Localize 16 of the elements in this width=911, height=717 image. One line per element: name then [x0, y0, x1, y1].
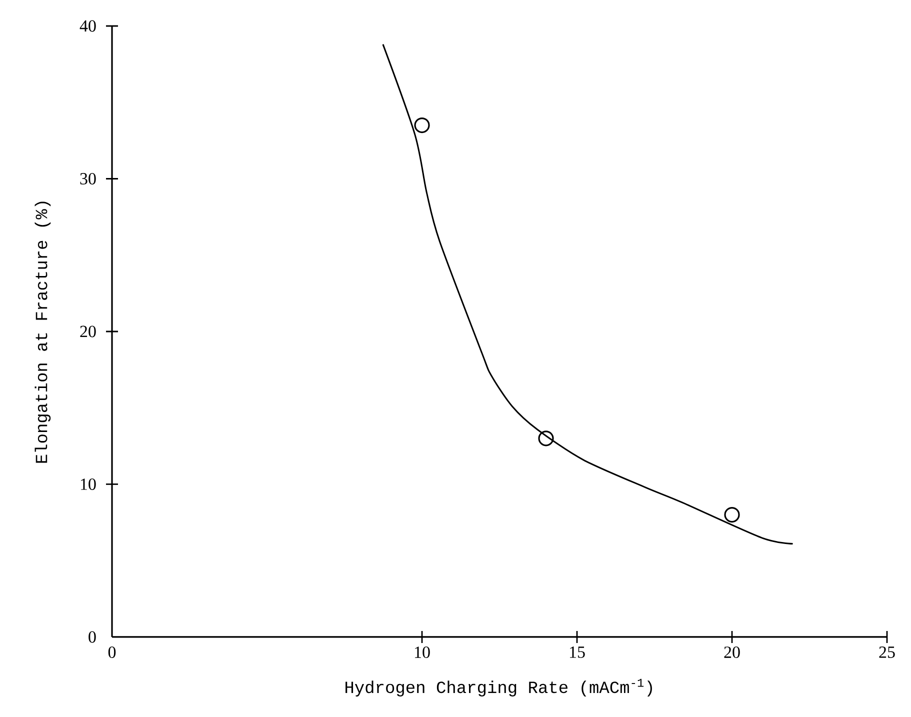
- point: [538, 430, 554, 446]
- y-tick-label: 0: [88, 631, 96, 643]
- line-series: [382, 44, 794, 545]
- x-tick-label: 20: [724, 646, 740, 658]
- y-tick-label: 10: [80, 478, 96, 490]
- x-axis-title: Hydrogen Charging Rate (mACm$^{-1}$): [346, 678, 652, 696]
- y-tick-label: 20: [80, 326, 96, 338]
- y-tick-label: 40: [80, 20, 96, 32]
- point: [414, 117, 430, 134]
- x-tick-label: 10: [414, 646, 430, 658]
- y-tick-label: 30: [80, 173, 96, 184]
- point: [724, 506, 740, 523]
- x-tick-label: 15: [570, 646, 585, 658]
- y-axis-title: Elongation at Fracture (%): [34, 202, 51, 463]
- x-tick-label: 25: [879, 646, 895, 658]
- x-tick-label: 0: [108, 646, 116, 658]
